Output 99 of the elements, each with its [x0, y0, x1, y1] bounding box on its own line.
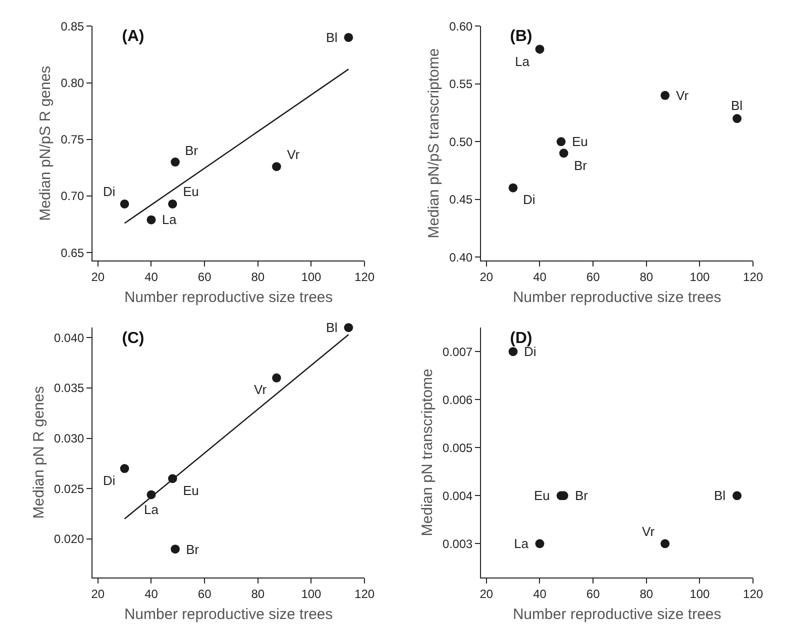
annotation: Br [575, 488, 589, 503]
x-tick-label: 40 [144, 586, 158, 601]
x-tick-label: 100 [301, 270, 322, 284]
y-tick-label: 0.65 [60, 246, 84, 260]
chart-title: (D) [510, 330, 532, 347]
y-tick-label: 0.50 [449, 134, 473, 149]
y-tick-label: 0.45 [449, 192, 473, 207]
x-tick-label: 40 [533, 270, 547, 284]
point [508, 347, 518, 356]
annotation: Eu [183, 184, 199, 199]
point [170, 544, 180, 554]
chart-title: (B) [510, 28, 532, 45]
point [508, 183, 518, 192]
y-tick-label: 0.004 [442, 488, 473, 503]
y-tick-label: 0.60 [449, 19, 473, 34]
x-tick-label: 120 [743, 270, 764, 284]
y-tick-label: 0.020 [54, 532, 84, 546]
annotation: Vr [676, 88, 690, 103]
x-tick-label: 20 [91, 586, 105, 601]
x-tick-label: 60 [586, 270, 600, 284]
annotation: Eu [534, 488, 550, 503]
annotation: Br [574, 158, 588, 173]
annotation: Di [523, 192, 536, 207]
point [556, 137, 566, 146]
annotation: Vr [642, 524, 656, 539]
x-axis-title: Number reproductive size trees [124, 289, 333, 306]
annotation: Bl [326, 30, 338, 45]
x-tick-label: 100 [690, 586, 710, 601]
y-tick-label: 0.75 [60, 132, 84, 147]
y-tick-label: 0.007 [442, 344, 473, 359]
x-tick-label: 120 [354, 586, 375, 601]
x-tick-label: 20 [480, 586, 494, 601]
point [344, 323, 354, 332]
point [272, 373, 282, 382]
x-tick-label: 60 [198, 586, 212, 601]
y-tick-label: 0.030 [54, 432, 84, 446]
point [660, 90, 670, 100]
y-axis-title: Median pN R genes [30, 386, 48, 519]
annotation: Br [186, 542, 200, 557]
x-tick-label: 20 [480, 270, 494, 284]
point [535, 44, 544, 54]
annotation: Vr [287, 147, 300, 162]
point [120, 199, 130, 208]
annotation: La [162, 212, 178, 227]
y-tick-label: 0.040 [54, 330, 84, 345]
x-tick-label: 80 [640, 586, 654, 601]
x-tick-label: 120 [743, 586, 764, 601]
x-tick-label: 40 [533, 586, 547, 601]
point [732, 491, 742, 500]
y-tick-label: 0.70 [60, 189, 84, 204]
annotation: Vr [254, 382, 268, 397]
x-axis-title: Number reproductive size trees [512, 289, 722, 306]
y-tick-label: 0.006 [442, 392, 473, 407]
point [559, 148, 568, 158]
point [272, 162, 282, 172]
point [146, 215, 156, 224]
point [344, 32, 354, 42]
x-tick-label: 20 [91, 270, 105, 284]
y-tick-label: 0.003 [442, 536, 473, 551]
y-tick-label: 0.005 [442, 440, 473, 455]
y-tick-label: 0.85 [60, 19, 84, 34]
x-tick-label: 40 [144, 270, 158, 284]
annotation: La [515, 54, 530, 69]
annotation: La [144, 502, 160, 517]
point [535, 539, 544, 548]
point [170, 158, 180, 167]
point [732, 114, 742, 124]
point [168, 199, 178, 208]
x-axis-title: Number reproductive size trees [124, 606, 333, 623]
x-tick-label: 60 [586, 586, 600, 601]
x-axis-title: Number reproductive size trees [512, 606, 722, 623]
y-tick-label: 0.55 [449, 77, 473, 92]
annotation: Di [103, 473, 116, 488]
y-tick-label: 0.40 [449, 250, 473, 264]
point [120, 464, 130, 474]
y-tick-label: 0.80 [60, 76, 84, 90]
chart-title: (C) [122, 330, 144, 347]
y-axis-title: Median pN/pS transcriptome [425, 48, 442, 238]
annotation: Bl [326, 320, 338, 335]
annotation: La [514, 536, 530, 551]
y-tick-label: 0.025 [54, 482, 84, 496]
y-axis-title: Median pN/pS R genes [36, 66, 54, 221]
x-tick-label: 80 [251, 586, 265, 601]
annotation: Eu [183, 483, 199, 498]
y-axis-title: Median pN transcriptome [418, 368, 436, 536]
annotation: Bl [731, 98, 743, 113]
x-tick-label: 80 [640, 270, 654, 284]
chart-title: (A) [122, 28, 144, 45]
annotation: Br [185, 143, 199, 158]
x-tick-label: 60 [198, 270, 212, 284]
x-tick-label: 100 [301, 586, 322, 601]
x-tick-label: 80 [251, 270, 265, 284]
x-tick-label: 120 [354, 270, 375, 284]
annotation: Bl [714, 488, 726, 503]
y-tick-label: 0.035 [54, 381, 84, 396]
annotation: Di [103, 184, 116, 199]
x-tick-label: 100 [690, 270, 710, 284]
point [660, 539, 670, 548]
annotation: Eu [572, 134, 588, 149]
